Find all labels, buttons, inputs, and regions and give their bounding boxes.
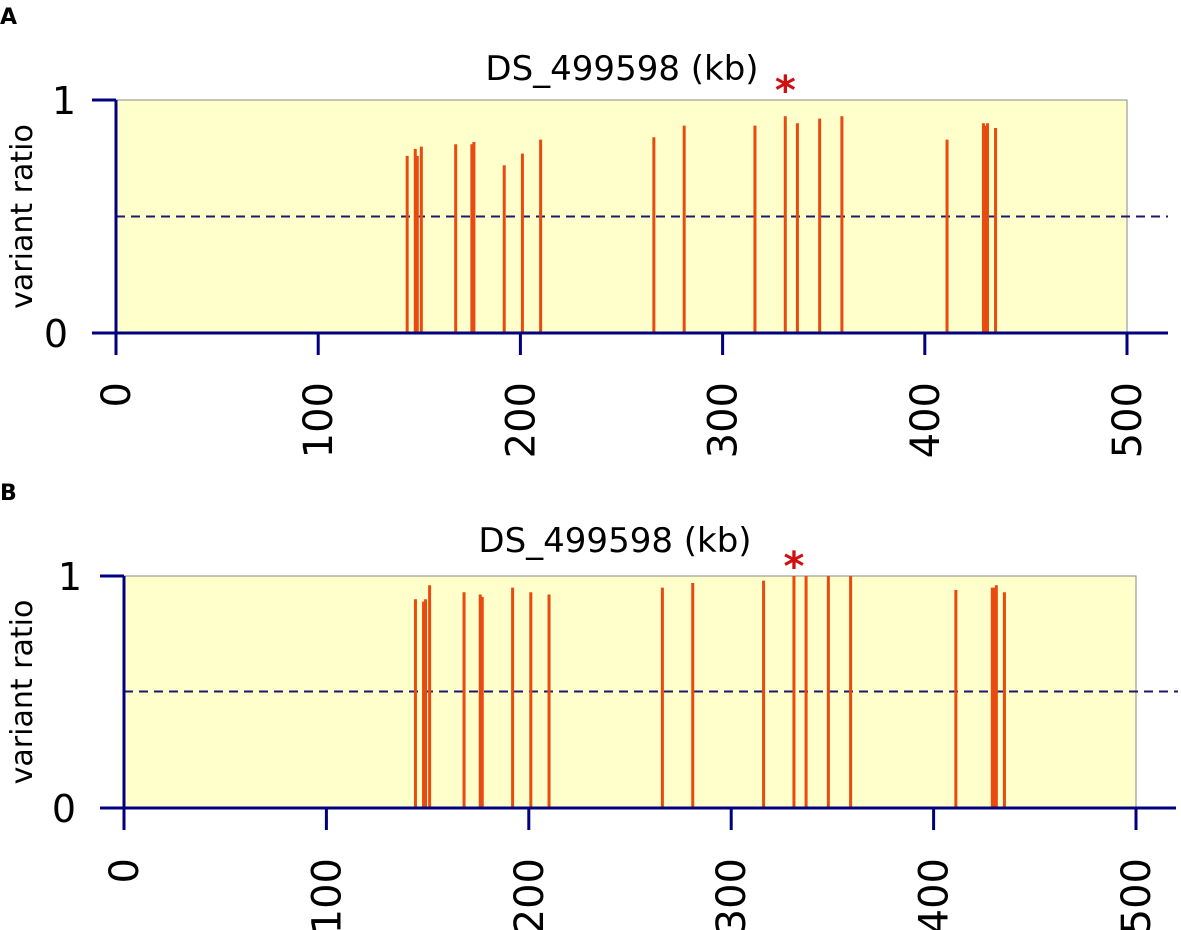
y-tick-label: 1 <box>58 555 82 599</box>
x-tick-label: 500 <box>1114 858 1160 930</box>
x-tick-label: 200 <box>498 382 544 458</box>
x-tick-label: 100 <box>296 382 342 458</box>
chart-title: DS_499598 (kb) <box>485 49 758 89</box>
marker-asterisk: * <box>775 68 796 114</box>
y-tick-label: 0 <box>52 787 76 831</box>
x-tick-label: 400 <box>903 382 949 458</box>
x-ticks: 0 100 200 300 400 500 <box>102 808 1160 930</box>
y-axis-label: variant ratio <box>5 600 40 785</box>
bars <box>405 116 998 333</box>
x-tick-label: 300 <box>709 858 755 930</box>
panel-a: A DS_499598 (kb) 1 0 variant ratio 0 100 2… <box>0 5 1168 458</box>
x-tick-label: 500 <box>1105 382 1151 458</box>
panel-b: B DS_499598 (kb) 1 0 variant ratio 0 100 2… <box>0 481 1178 930</box>
x-tick-label: 400 <box>912 858 958 930</box>
y-tick-label: 0 <box>44 312 68 356</box>
x-tick-label: 300 <box>701 382 747 458</box>
y-tick-label: 1 <box>52 79 76 123</box>
x-tick-label: 200 <box>507 858 553 930</box>
panel-letter: B <box>0 481 17 506</box>
panel-letter: A <box>0 5 17 30</box>
x-ticks: 0 100 200 300 400 500 <box>94 333 1151 458</box>
x-tick-label: 0 <box>102 858 148 883</box>
x-tick-label: 100 <box>304 858 350 930</box>
bars <box>413 576 1006 808</box>
x-tick-label: 0 <box>94 382 140 407</box>
y-axis-label: variant ratio <box>5 124 40 309</box>
chart-title: DS_499598 (kb) <box>478 521 751 561</box>
marker-asterisk: * <box>783 544 804 590</box>
